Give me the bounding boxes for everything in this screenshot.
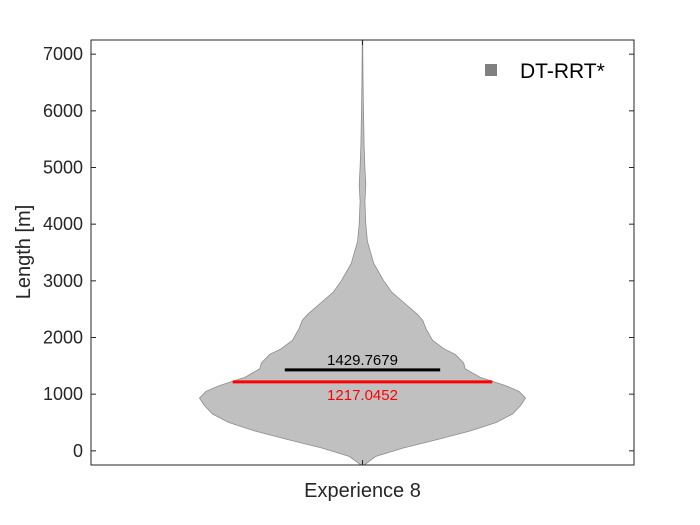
y-tick-label: 3000	[43, 271, 83, 291]
y-tick-label: 1000	[43, 384, 83, 404]
x-category-label: Experience 8	[304, 480, 421, 502]
x-axis: Experience 8	[304, 40, 421, 502]
legend-label: DT-RRT*	[520, 60, 605, 83]
y-axis-label: Length [m]	[13, 205, 35, 300]
y-axis: 0 1000 2000 3000 4000 5000 6000 7000	[43, 44, 634, 461]
y-tick-label: 4000	[43, 214, 83, 234]
stats-layer: 1429.7679 1217.0452	[232, 352, 493, 404]
y-tick-label: 0	[73, 441, 83, 461]
y-tick-label: 7000	[43, 44, 83, 64]
y-tick-label: 2000	[43, 328, 83, 348]
mean-label: 1429.7679	[327, 352, 398, 369]
y-tick-label: 6000	[43, 101, 83, 121]
legend: DT-RRT*	[485, 60, 605, 83]
median-label: 1217.0452	[327, 387, 398, 404]
y-tick-label: 5000	[43, 158, 83, 178]
legend-swatch	[485, 64, 497, 76]
